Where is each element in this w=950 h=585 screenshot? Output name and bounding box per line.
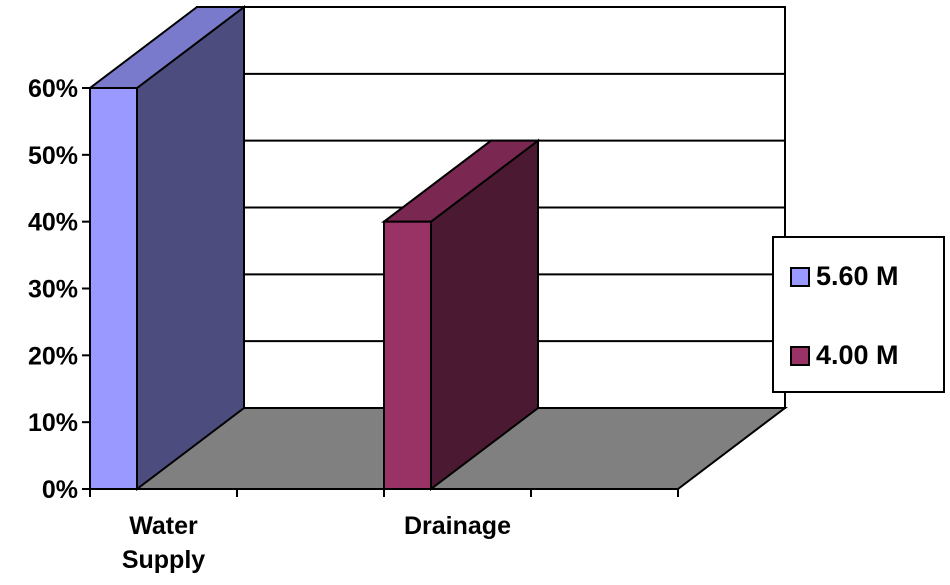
x-tick-label-1: Drainage (404, 512, 511, 540)
legend-item-series-2: 4.00 M (790, 340, 899, 371)
y-tick-label-2: 20% (28, 342, 78, 370)
bar-front-0 (89, 87, 138, 490)
y-tick-label-3: 30% (28, 276, 78, 304)
y-tick-label-4: 40% (28, 209, 78, 237)
y-tick-label-6: 60% (28, 75, 78, 103)
legend-swatch-series-2 (790, 345, 810, 366)
bar-side-0 (136, 4, 245, 492)
y-axis-tick-labels: 0% 10% 20% 30% 40% 50% 60% (28, 75, 78, 504)
x-axis-tick-labels: Water Supply Drainage (122, 512, 511, 574)
y-tick-label-0: 0% (42, 476, 78, 504)
legend-swatch-series-1 (790, 266, 810, 287)
x-tick-label-1-line-0: Drainage (404, 512, 511, 540)
bar-front-1 (383, 220, 432, 491)
x-tick-label-0: Water Supply (122, 512, 205, 574)
y-tick-label-1: 10% (28, 409, 78, 437)
legend-item-series-1: 5.60 M (790, 261, 899, 292)
bars (87, 4, 541, 492)
x-tick-label-0-line-0: Water (129, 512, 198, 540)
x-tick-label-0-line-1: Supply (122, 546, 205, 574)
legend-label-series-1: 5.60 M (816, 261, 899, 291)
y-tick-label-5: 50% (28, 142, 78, 170)
legend: 5.60 M 4.00 M (772, 236, 945, 393)
legend-label-series-2: 4.00 M (816, 340, 899, 370)
